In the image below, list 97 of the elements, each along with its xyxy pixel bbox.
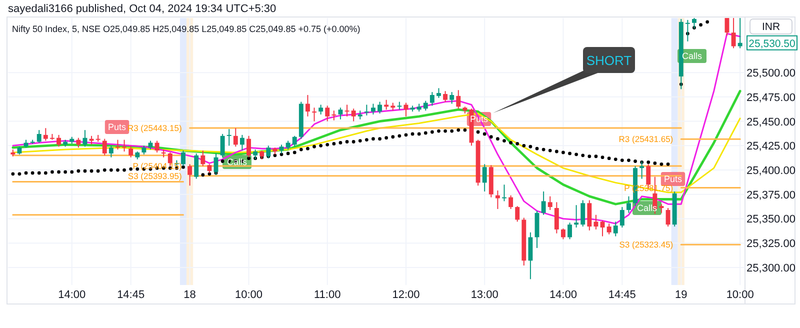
candlestick (606, 223, 612, 235)
candlestick (292, 135, 297, 148)
candlestick (423, 100, 428, 112)
annotation: P (25404.15) (132, 160, 182, 171)
candlestick (482, 164, 487, 192)
x-tick-label: 10:00 (726, 289, 754, 301)
annotation: Puts (664, 174, 682, 184)
candlestick (384, 99, 389, 110)
candlestick (332, 110, 336, 121)
candlestick (233, 128, 238, 148)
candlestick (541, 190, 546, 216)
candlestick (548, 196, 552, 210)
y-tick-label: 25,500.00 (746, 68, 796, 80)
y-tick-label: 25,375.00 (746, 189, 796, 202)
candlestick (443, 90, 448, 102)
candlestick (220, 133, 225, 158)
x-tick-label: 14:45 (117, 289, 145, 301)
annotation: SHORT (586, 53, 632, 68)
candlestick (574, 204, 579, 228)
x-tick-label: 19 (675, 289, 688, 301)
candlestick (456, 90, 461, 110)
candlestick (312, 107, 316, 122)
candlestick (200, 150, 206, 167)
candlestick (226, 128, 232, 146)
text: Nifty 50 Index, 5, NSE O25,049.85 H25,049.85 L25,049.85 C25,049.85 +0.75 (+0.00%) (12, 24, 360, 34)
candlestick (495, 190, 500, 210)
text: sayedali3166 published, Oct 04, 2024 19:34 UTC+5:30 (8, 3, 276, 15)
candlestick (181, 150, 186, 167)
y-tick-label: 25,450.00 (746, 116, 796, 128)
candlestick (404, 102, 408, 117)
candlestick (738, 18, 742, 49)
x-tick-label: 14:45 (608, 289, 636, 301)
candlestick (102, 138, 107, 156)
candlestick (338, 107, 343, 120)
candlestick (82, 130, 88, 148)
x-tick-label: 11:00 (314, 289, 341, 301)
y-tick-label: 25,300.00 (746, 262, 796, 274)
annotation: Calls (226, 157, 248, 167)
candlestick (43, 128, 48, 142)
candlestick (370, 103, 376, 115)
candlestick (154, 140, 160, 153)
candlestick (161, 149, 166, 158)
candlestick (515, 206, 520, 222)
candlestick (587, 200, 592, 231)
candlestick (568, 222, 572, 240)
y-tick-label: 25,350.00 (746, 214, 796, 226)
candlestick (240, 134, 244, 152)
annotation: R3 (25443.15) (127, 122, 182, 133)
line-series (12, 112, 741, 194)
x-tick-label: 14:00 (58, 289, 86, 301)
x-tick-label: 18 (184, 289, 196, 301)
candlestick (318, 104, 324, 115)
candlestick (116, 139, 120, 150)
x-tick-label: 10:00 (234, 289, 263, 301)
candlestick (502, 184, 506, 202)
candlestick (731, 18, 736, 49)
candlestick (626, 196, 631, 214)
candlestick (305, 94, 310, 117)
candlestick (560, 228, 566, 240)
candlestick (620, 206, 624, 228)
candlestick (594, 214, 598, 230)
candlestick (508, 194, 514, 210)
candlestick (554, 202, 559, 234)
candlestick (351, 108, 356, 122)
candlestick (450, 92, 454, 104)
candlestick (36, 130, 42, 144)
candlestick (600, 220, 605, 237)
candlestick (364, 104, 369, 116)
line-series (12, 90, 742, 206)
x-tick-label: 14:00 (549, 289, 577, 301)
annotation: S3 (25323.45) (619, 240, 674, 250)
candlestick (325, 105, 330, 122)
candlestick (194, 152, 199, 180)
text: 25,530.50 (748, 38, 796, 50)
y-tick-label: 25,400.00 (746, 165, 796, 178)
x-tick-label: 13:00 (470, 289, 498, 301)
candlestick (378, 101, 382, 114)
candlestick (666, 208, 670, 228)
candlestick (613, 221, 618, 237)
candlestick (128, 145, 134, 158)
text: INR (762, 21, 780, 33)
x-tick-label: 12:00 (392, 289, 420, 301)
annotation: Puts (108, 122, 126, 132)
candlestick (528, 232, 533, 280)
y-tick-label: 25,425.00 (746, 140, 796, 153)
annotation: S3 (25393.95) (128, 170, 182, 181)
candlestick (436, 88, 441, 98)
candlestick (76, 137, 81, 148)
y-tick-label: 25,325.00 (746, 238, 796, 250)
candlestick (56, 134, 61, 148)
candlestick (580, 200, 586, 228)
candlestick (122, 139, 127, 152)
y-tick-label: 25,475.00 (746, 92, 796, 104)
candlestick (108, 145, 114, 158)
annotation: R3 (25431.65) (618, 134, 674, 144)
candlestick (430, 92, 434, 106)
candlestick (188, 164, 192, 186)
